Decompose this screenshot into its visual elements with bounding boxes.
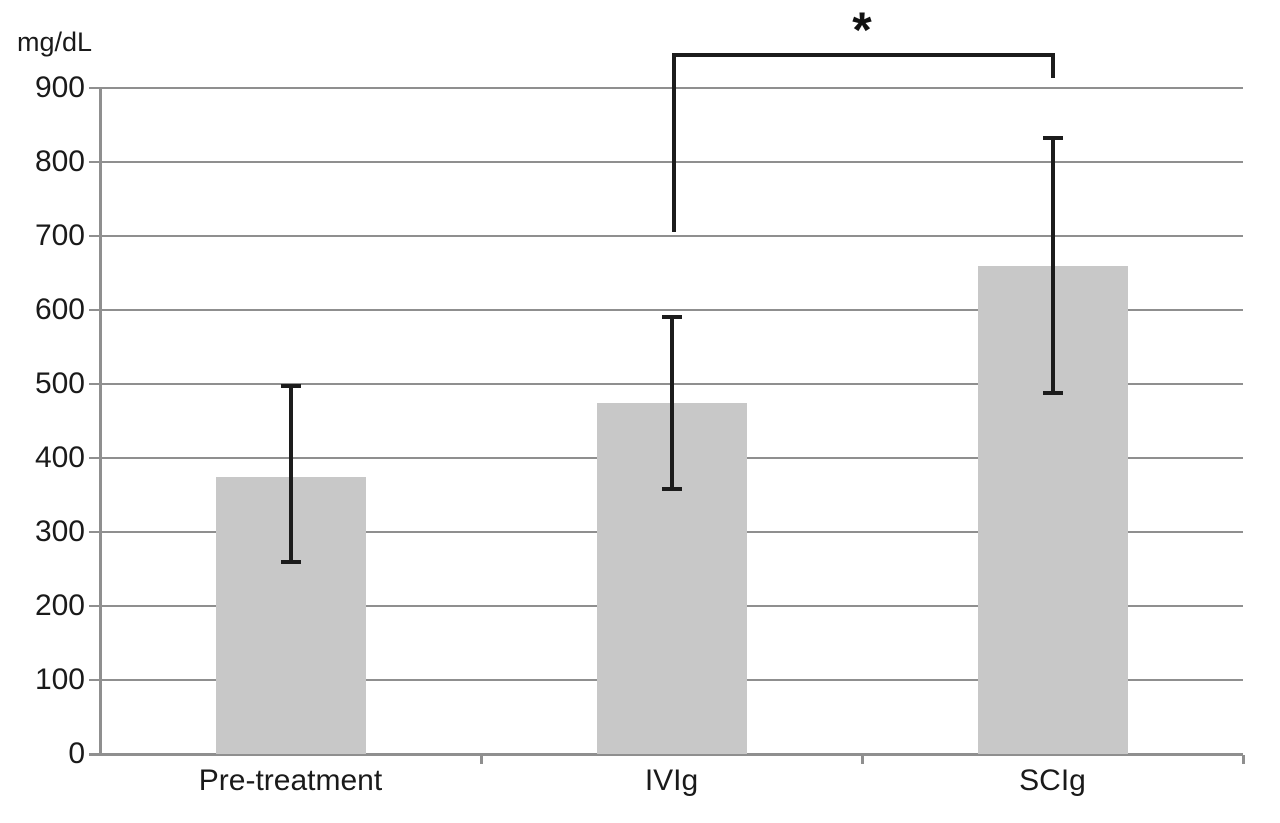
significance-asterisk: *	[852, 2, 872, 58]
y-axis-tick-200	[89, 605, 100, 607]
y-axis-tick-900	[89, 87, 100, 89]
error-bar-scig	[1050, 137, 1055, 393]
x-axis-tick-2	[860, 755, 864, 764]
y-axis-label-100: 100	[34, 663, 85, 696]
x-axis-tick-3	[1241, 755, 1245, 764]
error-bar-bottom-cap-pre-treatment	[280, 559, 301, 564]
error-bar-pre-treatment	[288, 386, 293, 562]
y-axis-label-800: 800	[34, 145, 85, 178]
y-axis-tick-400	[89, 457, 100, 459]
gridline-700	[100, 235, 1243, 237]
y-axis-unit-label: mg/dL	[17, 27, 93, 57]
y-axis-label-900: 900	[34, 71, 85, 104]
x-axis-tick-1	[479, 755, 483, 764]
significance-bracket-right-leg	[1050, 53, 1055, 78]
x-axis-line	[89, 753, 1243, 756]
significance-bracket-left-leg	[671, 53, 676, 232]
y-axis-tick-800	[89, 161, 100, 163]
y-axis-tick-100	[89, 679, 100, 681]
y-axis-label-700: 700	[34, 219, 85, 252]
y-axis-label-600: 600	[34, 293, 85, 326]
error-bar-bottom-cap-scig	[1042, 390, 1063, 395]
y-axis-label-400: 400	[34, 441, 85, 474]
y-axis-label-0: 0	[68, 737, 85, 770]
y-axis-label-500: 500	[34, 367, 85, 400]
x-axis-label-ivig: IVIg	[644, 764, 699, 797]
y-axis-tick-300	[89, 531, 100, 533]
y-axis-tick-700	[89, 235, 100, 237]
error-bar-top-cap-pre-treatment	[280, 384, 301, 389]
y-axis-label-300: 300	[34, 515, 85, 548]
x-axis-label-scig: SCIg	[1019, 764, 1086, 797]
y-axis-tick-500	[89, 383, 100, 385]
x-axis-label-pre-treatment: Pre-treatment	[198, 764, 383, 797]
y-axis-tick-600	[89, 309, 100, 311]
y-axis-label-200: 200	[34, 589, 85, 622]
error-bar-top-cap-ivig	[661, 314, 682, 319]
gridline-600	[100, 309, 1243, 311]
y-axis-line	[99, 88, 102, 756]
error-bar-bottom-cap-ivig	[661, 487, 682, 492]
significance-bracket-top	[671, 53, 1055, 57]
error-bar-ivig	[669, 316, 674, 490]
error-bar-top-cap-scig	[1042, 135, 1063, 140]
